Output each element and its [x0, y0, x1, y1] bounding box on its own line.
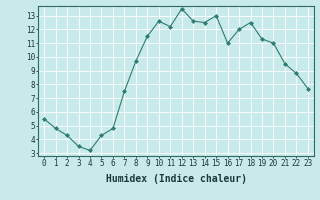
X-axis label: Humidex (Indice chaleur): Humidex (Indice chaleur)	[106, 174, 246, 184]
